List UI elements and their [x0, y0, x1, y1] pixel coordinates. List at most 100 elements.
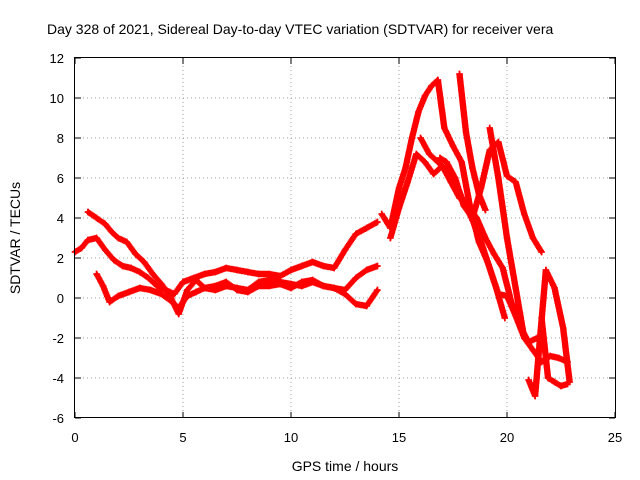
data-point [434, 76, 442, 84]
series-track-9 [486, 124, 528, 342]
data-point [158, 280, 165, 288]
data-point [538, 248, 545, 256]
data-point [277, 272, 284, 280]
x-tick-label: 10 [284, 430, 298, 445]
data-point [102, 246, 109, 254]
data-point [201, 270, 208, 278]
data-point [352, 300, 359, 308]
chart-title: Day 328 of 2021, Sidereal Day-to-day VTE… [47, 21, 553, 37]
data-point [387, 234, 394, 242]
data-point [125, 288, 133, 296]
data-point [374, 286, 381, 294]
y-axis-title: SDTVAR / TECUs [7, 182, 23, 294]
data-point [559, 324, 567, 332]
data-point [542, 266, 550, 274]
plus-marker-trail [436, 138, 545, 256]
data-point [495, 174, 502, 182]
data-point [320, 282, 327, 290]
tick-labels: 0 5 10 15 20 25 -6 -4 -2 0 2 4 6 8 10 12 [50, 51, 623, 445]
data-point [415, 108, 422, 116]
data-point [331, 264, 338, 272]
series-track-8 [456, 70, 489, 214]
data-point [555, 354, 563, 362]
data-point [456, 70, 463, 78]
data-point [503, 292, 511, 300]
data-point [223, 264, 230, 272]
data-point [298, 262, 305, 270]
data-point [179, 278, 187, 286]
y-tick-label: 10 [50, 91, 64, 106]
plot-frame [74, 57, 616, 418]
data-point [395, 204, 403, 212]
data-point [512, 178, 519, 186]
data-point [287, 266, 295, 274]
data-point [149, 270, 156, 278]
series-track-3 [93, 270, 381, 312]
data-point [233, 266, 241, 274]
data-point [551, 284, 558, 292]
data-point [428, 82, 435, 90]
data-point [417, 134, 424, 142]
data-point [184, 286, 191, 294]
data-point [93, 270, 100, 278]
data-points [71, 70, 573, 400]
data-point [287, 280, 295, 288]
data-point [363, 266, 370, 274]
series-track-4 [378, 76, 509, 322]
data-point [378, 210, 385, 218]
data-point [102, 220, 109, 228]
data-point [521, 334, 528, 342]
data-point [158, 290, 165, 298]
plus-marker-trail [486, 124, 528, 342]
data-point [395, 184, 403, 192]
data-point [525, 376, 532, 384]
data-point [175, 304, 182, 312]
data-point [495, 290, 502, 298]
data-point [451, 174, 459, 182]
data-point [147, 286, 154, 294]
data-point [512, 284, 519, 292]
data-point [462, 128, 470, 136]
data-point [136, 284, 143, 292]
y-tick-label: 2 [57, 251, 64, 266]
data-point [192, 276, 200, 284]
data-point [426, 150, 433, 158]
data-point [477, 238, 485, 246]
data-point [538, 314, 545, 322]
data-point [495, 138, 502, 146]
x-tick-label: 25 [608, 430, 622, 445]
data-point [460, 202, 467, 210]
data-point [132, 250, 139, 258]
data-point [404, 178, 411, 186]
data-point [529, 346, 537, 354]
data-point [169, 298, 176, 306]
series-track-7 [436, 138, 545, 256]
data-point [436, 154, 444, 162]
x-tick-label: 5 [179, 430, 186, 445]
data-point [78, 244, 85, 252]
data-point [503, 172, 511, 180]
data-point [529, 234, 537, 242]
data-point [441, 124, 448, 132]
data-point [430, 170, 437, 178]
data-point [402, 164, 409, 172]
x-tick-label: 0 [71, 430, 78, 445]
data-point [93, 234, 100, 242]
data-point [266, 270, 273, 278]
data-point [544, 374, 552, 382]
y-tick-label: -2 [52, 331, 64, 346]
data-point [531, 392, 539, 400]
data-point [521, 210, 528, 218]
series-track-11 [538, 314, 571, 390]
data-point [255, 278, 262, 286]
data-point [374, 262, 381, 270]
data-point [123, 238, 131, 246]
data-point [421, 92, 429, 100]
data-point [84, 236, 92, 244]
data-point [145, 274, 152, 282]
data-point [503, 234, 511, 242]
data-point [341, 246, 349, 254]
data-point [482, 206, 489, 214]
